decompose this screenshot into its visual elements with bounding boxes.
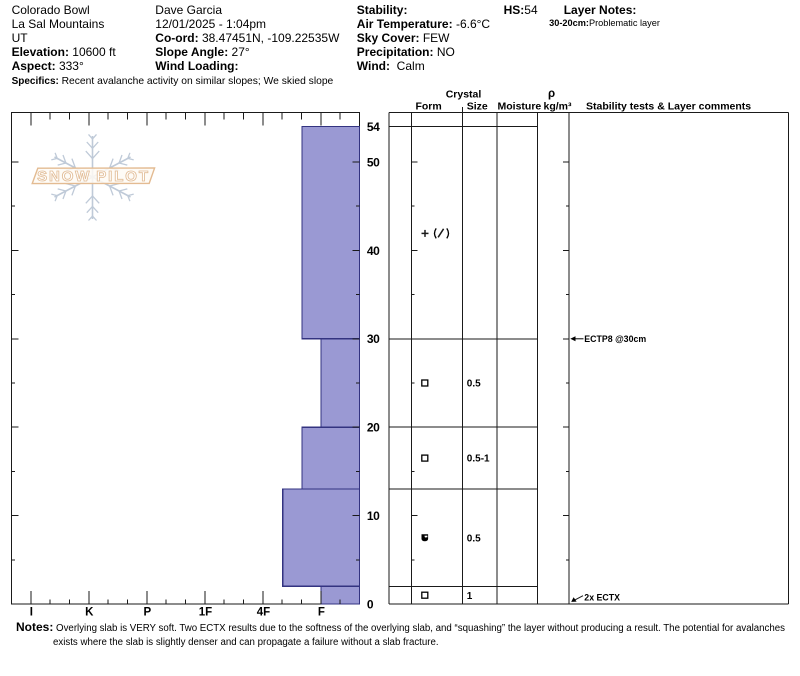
svg-text:0.5-1: 0.5-1 (467, 454, 490, 465)
svg-text:10: 10 (367, 509, 380, 523)
svg-text:40: 40 (367, 244, 380, 258)
svg-text:Form: Form (415, 100, 441, 112)
svg-text:K: K (85, 607, 94, 619)
svg-text:4F: 4F (257, 607, 270, 619)
svg-text:54: 54 (367, 120, 380, 134)
svg-text:Moisture: Moisture (498, 100, 542, 112)
svg-text:ECTP8 @30cm: ECTP8 @30cm (584, 334, 646, 344)
svg-text:2x ECTX: 2x ECTX (584, 592, 620, 602)
svg-text:1: 1 (467, 591, 473, 602)
svg-text:SNOW PILOT: SNOW PILOT (37, 168, 150, 185)
svg-text:0.5: 0.5 (467, 379, 481, 390)
svg-text:I: I (30, 607, 33, 619)
svg-text:0.5: 0.5 (467, 533, 481, 544)
svg-text:50: 50 (367, 155, 380, 169)
svg-text:ρ: ρ (548, 88, 555, 100)
svg-text:30: 30 (367, 332, 380, 346)
svg-text:F: F (318, 607, 325, 619)
svg-text:kg/m³: kg/m³ (543, 100, 572, 112)
svg-text:P: P (143, 607, 151, 619)
svg-text:Stability tests & Layer commen: Stability tests & Layer comments (586, 100, 751, 112)
svg-text:Size: Size (467, 100, 488, 112)
svg-text:Crystal: Crystal (446, 89, 482, 101)
svg-text:0: 0 (367, 597, 374, 611)
svg-text:1F: 1F (199, 607, 212, 619)
svg-text:20: 20 (367, 421, 380, 435)
